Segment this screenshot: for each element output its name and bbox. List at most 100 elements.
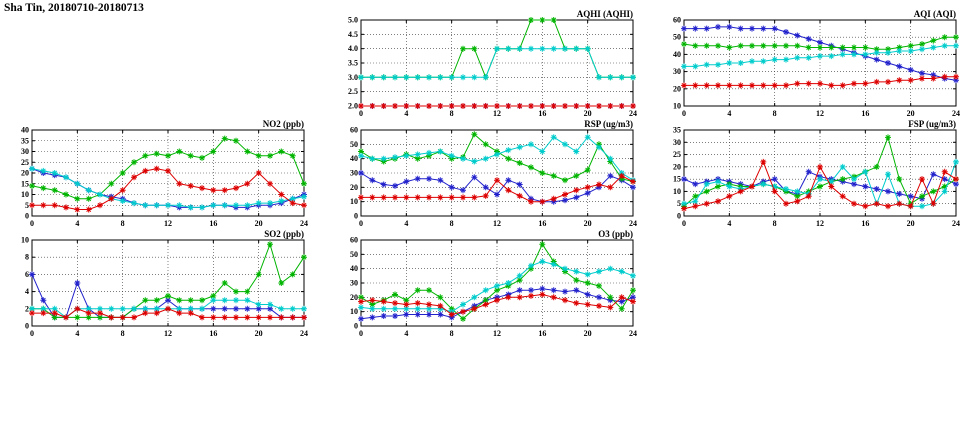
aqhi-series-cyan-markers [358,45,636,81]
x-tick-label: 16 [538,219,546,228]
chart-aqhi: 0 4 8 12 16 20 24 2.0 2.5 3.0 3.5 4.0 4.5 5.0 AQHI (AQ… [337,8,639,125]
x-tick-label: 8 [121,329,125,338]
x-tick-label: 0 [359,109,363,118]
chart-title-so2: SO2 (ppb) [264,229,304,239]
x-tick-label: 16 [538,109,546,118]
y-tick-label: 30 [673,138,681,147]
y-tick-label: 20 [350,293,358,302]
y-tick-label: 60 [350,236,358,245]
y-tick-label: 0 [25,322,29,331]
x-tick-label: 20 [584,109,592,118]
x-tick-label: 16 [861,219,869,228]
x-tick-label: 20 [584,219,592,228]
chart-title-o3: O3 (ppb) [598,229,633,239]
y-tick-label: 2.5 [348,87,358,96]
x-tick-label: 20 [255,329,263,338]
y-tick-label: 35 [673,126,681,135]
x-tick-label: 0 [682,219,686,228]
y-tick-label: 4.0 [348,44,358,53]
y-tick-label: 3.0 [348,73,358,82]
x-tick-label: 4 [75,219,79,228]
y-tick-label: 8 [25,253,29,262]
y-tick-label: 20 [21,169,29,178]
y-tick-label: 50 [350,250,358,259]
y-tick-label: 60 [673,16,681,25]
y-tick-label: 25 [21,158,29,167]
x-tick-label: 24 [952,219,960,228]
y-tick-label: 2 [25,304,29,313]
y-tick-label: 0 [25,212,29,221]
y-tick-label: 60 [350,126,358,135]
y-tick-label: 15 [21,179,29,188]
aqi-series-red-markers [681,73,959,89]
x-tick-label: 4 [727,219,731,228]
x-tick-label: 12 [493,109,501,118]
x-tick-label: 8 [121,219,125,228]
chart-title-fsp: FSP (ug/m3) [908,119,956,129]
x-tick-label: 0 [30,219,34,228]
chart-so2: 0 4 8 12 16 20 24 0 2 4 6 8 10 SO2 (ppb) [8,228,310,345]
y-tick-label: 20 [673,162,681,171]
so2-series-cyan-markers [29,297,307,321]
x-tick-label: 12 [164,219,172,228]
y-tick-label: 10 [350,307,358,316]
y-tick-label: 4.5 [348,30,358,39]
x-tick-label: 20 [907,219,915,228]
chart-rsp: 0 4 8 12 16 20 24 0 10 20 30 40 50 60 RSP (ug/m3) [337,118,639,235]
x-tick-label: 24 [300,329,308,338]
x-tick-label: 4 [404,219,408,228]
no2-series-cyan-line [31,168,305,208]
x-tick-label: 4 [75,329,79,338]
x-tick-label: 8 [450,219,454,228]
chart-title-no2: NO2 (ppb) [263,119,304,129]
chart-title-aqi: AQI (AQI) [914,9,956,19]
no2-series-cyan-markers [29,165,307,211]
rsp-series-cyan-markers [358,134,636,184]
y-tick-label: 25 [673,150,681,159]
no2-series-red-markers [29,165,307,213]
o3-series-red-markers [358,291,636,318]
y-tick-label: 10 [21,236,29,245]
x-tick-label: 12 [816,109,824,118]
rsp-plot: 0 4 8 12 16 20 24 0 10 20 30 40 50 60 RSP (ug/m3) [350,119,637,228]
o3-plot: 0 4 8 12 16 20 24 0 10 20 30 40 50 60 O3 (ppb) [350,229,637,338]
chart-fsp: 0 4 8 12 16 20 24 0 5 10 15 20 25 30 35 FSP (ug/m3) [660,118,962,235]
y-tick-label: 5 [677,199,681,208]
y-tick-label: 2.0 [348,102,358,111]
x-tick-label: 20 [255,219,263,228]
x-tick-label: 24 [629,329,637,338]
fsp-plot: 0 4 8 12 16 20 24 0 5 10 15 20 25 30 35 FSP (ug/m3) [673,119,960,228]
x-tick-label: 4 [404,329,408,338]
y-tick-label: 10 [673,187,681,196]
x-tick-label: 0 [359,329,363,338]
x-tick-label: 8 [773,219,777,228]
x-tick-label: 0 [359,219,363,228]
y-tick-label: 0 [677,212,681,221]
fsp-series-red-markers [681,158,959,212]
no2-series-green-markers [29,135,307,202]
chart-title-rsp: RSP (ug/m3) [584,119,633,129]
so2-series-red-markers [29,305,307,321]
aqi-plot: 0 4 8 12 16 20 24 10 20 30 40 50 60 AQI (AQI) [673,9,960,118]
rsp-series-red-markers [358,172,636,205]
y-tick-label: 30 [21,147,29,156]
y-tick-label: 10 [673,102,681,111]
y-tick-label: 30 [350,279,358,288]
y-tick-label: 30 [350,169,358,178]
page-title: Sha Tin, 20180710-20180713 [4,2,144,14]
x-tick-label: 24 [629,109,637,118]
x-tick-label: 16 [861,109,869,118]
y-tick-label: 30 [673,67,681,76]
y-tick-label: 40 [673,50,681,59]
y-tick-label: 10 [350,197,358,206]
x-tick-label: 16 [209,329,217,338]
y-tick-label: 15 [673,175,681,184]
chart-no2: 0 4 8 12 16 20 24 0 5 10 15 20 25 30 35 40 NO2 (ppb) [8,118,310,235]
x-tick-label: 24 [952,109,960,118]
x-tick-label: 24 [300,219,308,228]
x-tick-label: 8 [773,109,777,118]
aqi-series-green-markers [681,34,959,53]
x-tick-label: 16 [538,329,546,338]
